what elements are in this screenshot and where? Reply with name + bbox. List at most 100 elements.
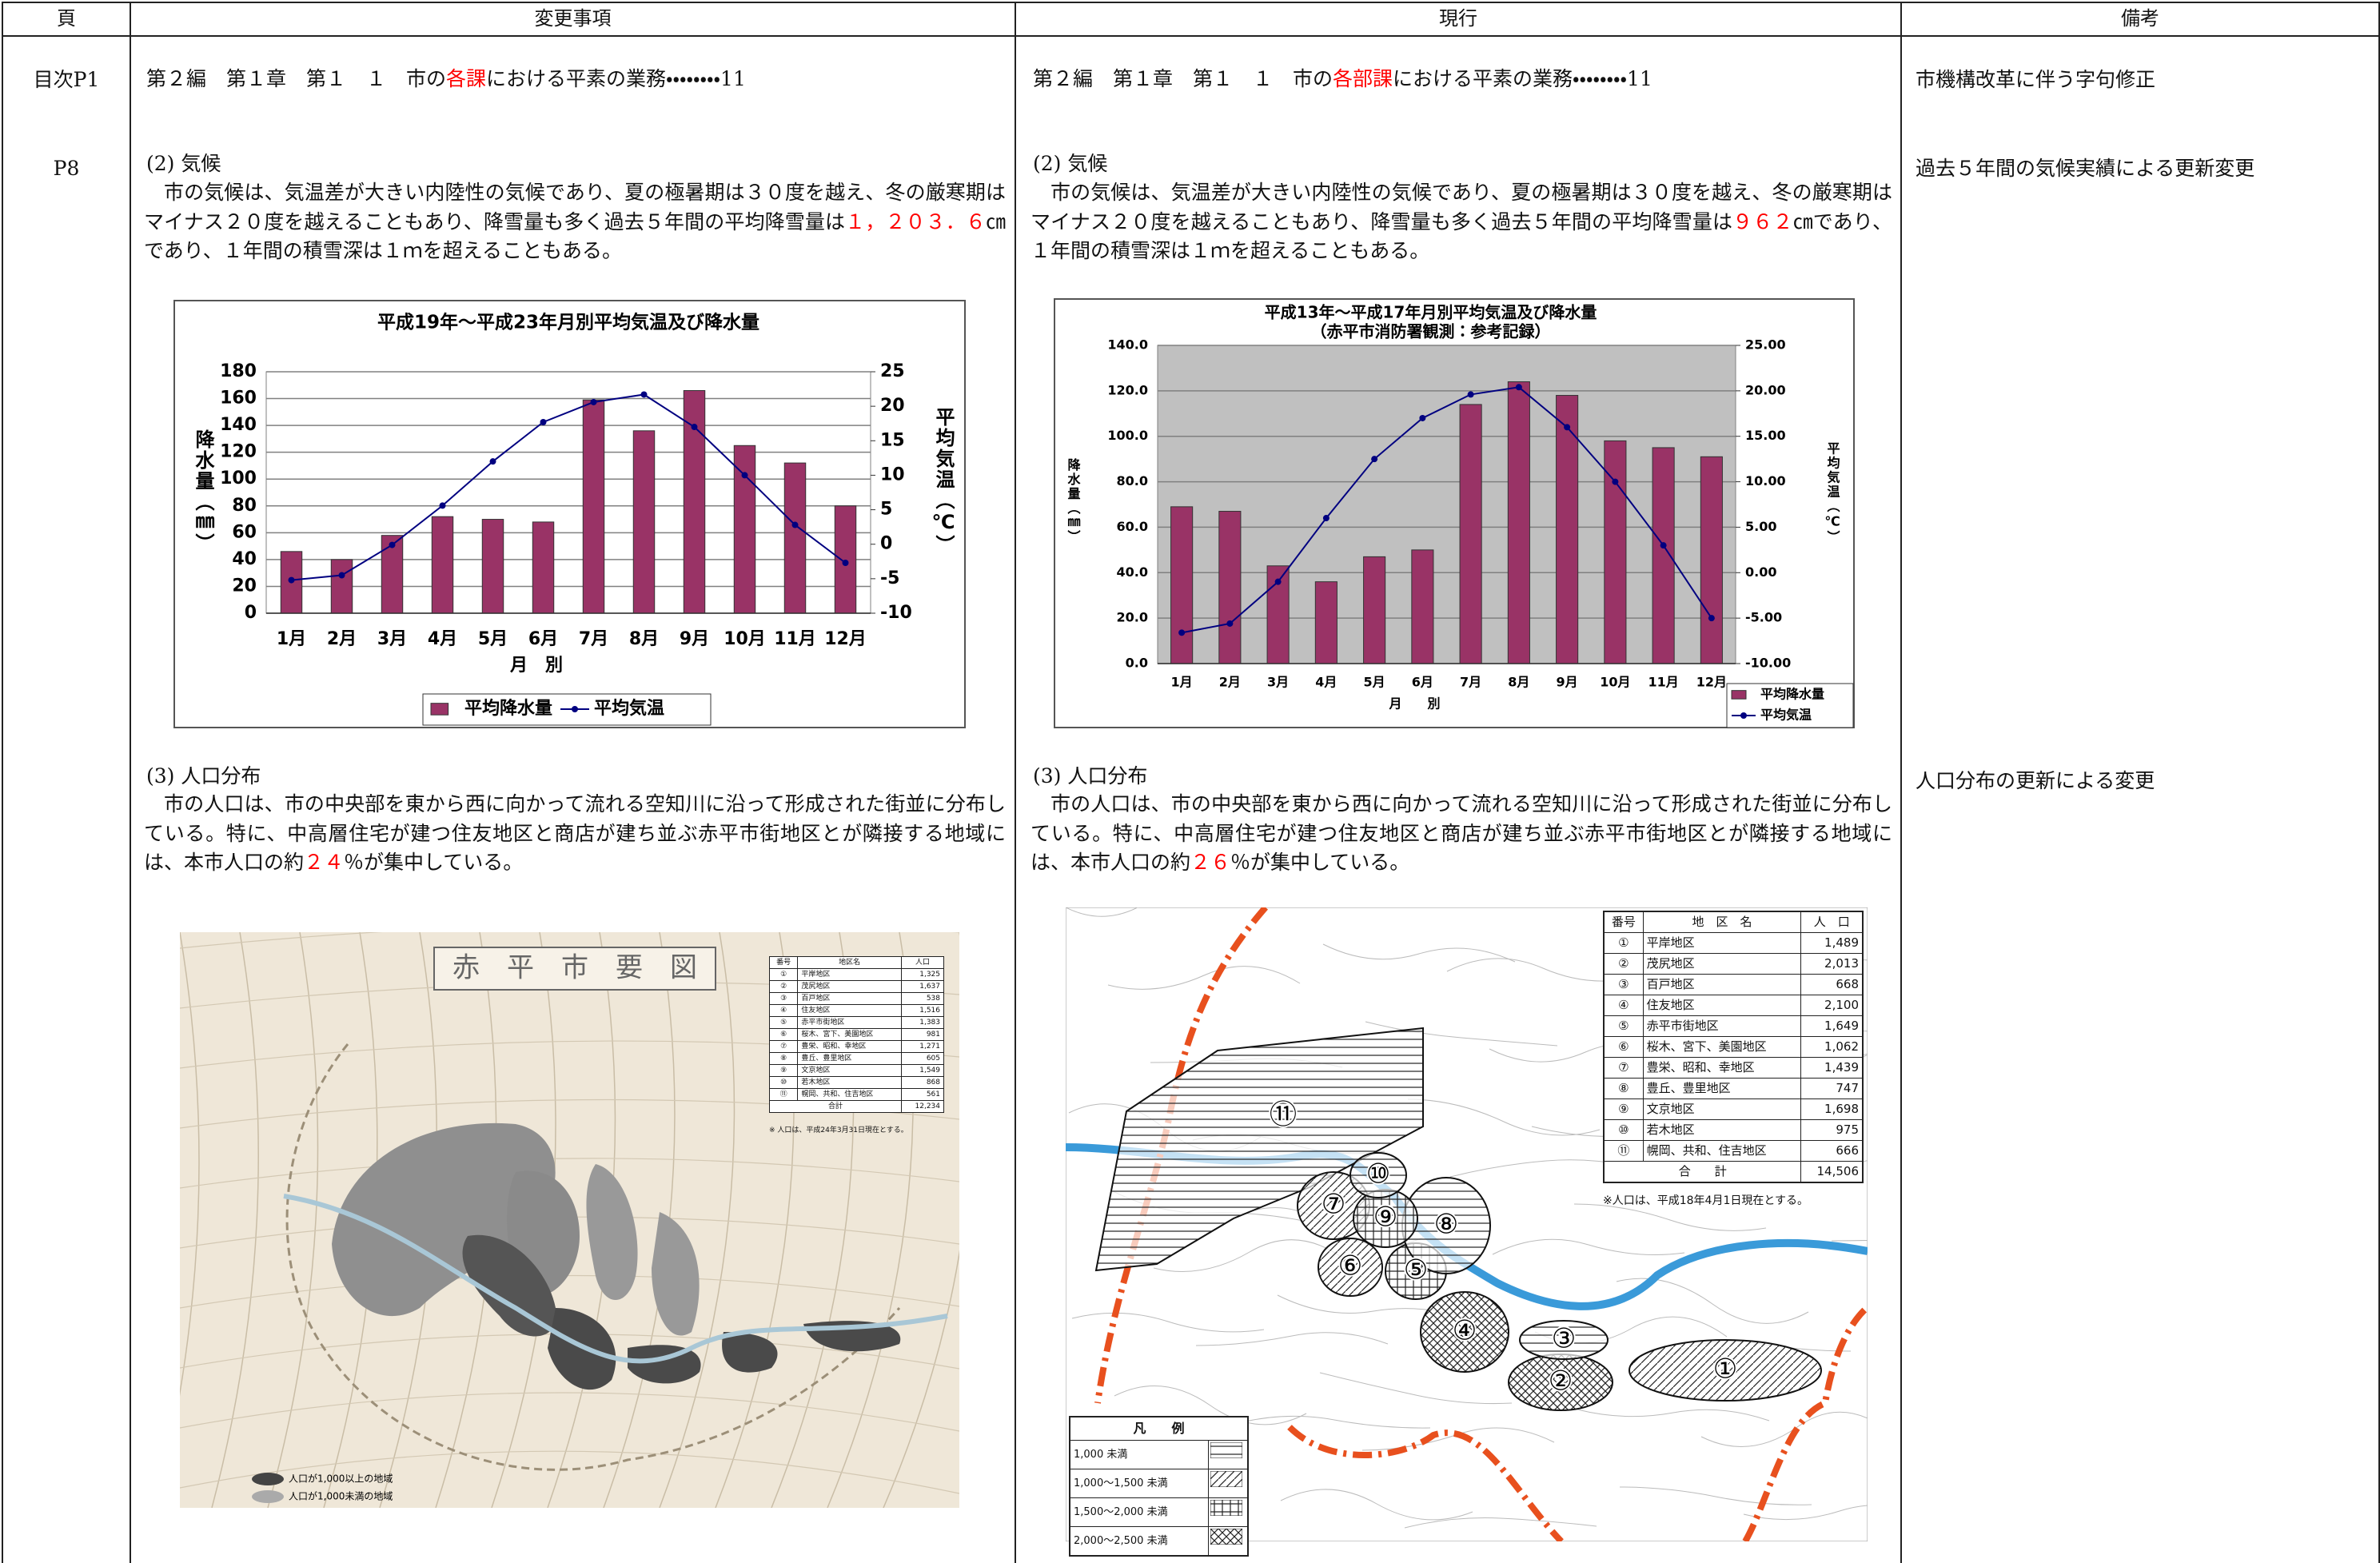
y-tick-label: 80 <box>232 496 257 516</box>
y2-tick-label: 25.00 <box>1745 337 1786 353</box>
y-tick-label: 140.0 <box>1107 337 1148 353</box>
table-cell: 赤平市街地区 <box>1643 1016 1801 1037</box>
text-run: における平素の業務・・・・・・・・11 <box>486 67 746 90</box>
bar <box>734 445 755 613</box>
section-heading: (2) 気候 <box>1033 149 1107 178</box>
x-tick-label: 7月 <box>579 629 608 649</box>
line-marker <box>490 458 496 465</box>
table-cell: 豊栄、昭和、幸地区 <box>798 1041 902 1053</box>
y2-tick-label: -10 <box>880 603 912 623</box>
line-marker <box>1226 620 1233 627</box>
table-cell: ⑦ <box>770 1041 798 1053</box>
text-run: ％が集中している。 <box>1230 851 1409 874</box>
x-tick-label: 1月 <box>277 629 306 649</box>
legend-cell <box>1209 1441 1249 1469</box>
remark: 市機構改革に伴う字句修正 <box>1916 65 2155 94</box>
table-cell: 1,698 <box>1801 1099 1863 1120</box>
table-cell: 若木地区 <box>798 1077 902 1089</box>
table-cell: 番号 <box>770 957 798 969</box>
table-total: 合 計14,506 <box>1604 1162 1863 1183</box>
legend-swatch <box>1732 691 1746 700</box>
table-row: ⑥桜木、宮下、美園地区981 <box>770 1029 944 1041</box>
table-cell: ② <box>770 981 798 993</box>
table-row: ⑧豊丘、豊里地区747 <box>1604 1079 1863 1099</box>
table-cell: 合 計 <box>1604 1162 1801 1183</box>
bar <box>331 560 352 613</box>
table-cell: ① <box>1604 933 1643 954</box>
y2-tick-label: 20.00 <box>1745 382 1786 397</box>
table-cell: 豊丘、豊里地区 <box>1643 1079 1801 1099</box>
table-cell: ⑪ <box>1604 1141 1643 1162</box>
bar <box>1700 457 1722 664</box>
highlighted-text: 各部課 <box>1333 67 1393 90</box>
y-tick-label: 120 <box>220 442 257 462</box>
page-ref: P8 <box>3 154 130 183</box>
table-cell: ⑩ <box>1604 1120 1643 1141</box>
line-marker <box>742 472 748 478</box>
line-marker <box>843 560 849 566</box>
y2-tick-label: 5.00 <box>1745 519 1776 534</box>
legend-swatch <box>1210 1529 1242 1545</box>
district-label: ① <box>1713 1354 1737 1386</box>
table-cell: 561 <box>901 1089 943 1101</box>
table-cell: 14,506 <box>1801 1162 1863 1183</box>
legend-label: 1,000 未満 <box>1070 1441 1209 1469</box>
legend-label: 1,500～2,000 未満 <box>1070 1498 1209 1527</box>
legend-swatch-svg <box>1210 1500 1242 1516</box>
text-run: 第２編 第１章 第１ １ 市の <box>1033 67 1333 90</box>
table-cell: 538 <box>901 993 943 1005</box>
line-marker <box>440 502 446 508</box>
x-tick-label: 4月 <box>1315 675 1337 690</box>
bar <box>583 400 604 613</box>
legend-swatch-svg <box>1210 1529 1242 1545</box>
table-row: ①平岸地区1,325 <box>770 969 944 981</box>
table-row: ⑩若木地区868 <box>770 1077 944 1089</box>
table-cell: ⑥ <box>770 1029 798 1041</box>
line-marker <box>1468 391 1474 397</box>
table-row: ②茂尻地区1,637 <box>770 981 944 993</box>
table-cell: 豊丘、豊里地区 <box>798 1053 902 1065</box>
table-cell: 12,234 <box>901 1101 943 1113</box>
table-row: ⑦豊栄、昭和、幸地区1,271 <box>770 1041 944 1053</box>
table-cell: 666 <box>1801 1141 1863 1162</box>
line-marker <box>289 577 295 584</box>
table-cell: ⑥ <box>1604 1037 1643 1058</box>
bar <box>784 463 805 613</box>
current-text: 市の人口は、市の中央部を東から西に向かって流れる空知川に沿って形成された街並に分… <box>1031 790 1892 878</box>
section-heading: (2) 気候 <box>146 149 221 178</box>
highlighted-text: ２４ <box>304 851 344 874</box>
y2-tick-label: -5 <box>880 568 899 588</box>
legend-cell <box>1209 1527 1249 1557</box>
table-cell: ⑧ <box>1604 1079 1643 1099</box>
table-cell: 1,489 <box>1801 933 1863 954</box>
y-tick-label: 60 <box>232 522 257 542</box>
legend-label: 平均気温 <box>594 698 664 719</box>
table-header: 番号地 区 名人 口 <box>1604 911 1863 933</box>
y-tick-label: 40.0 <box>1117 564 1148 580</box>
y2-tick-label: 10 <box>880 465 905 484</box>
table-border <box>2 2 3 1563</box>
legend-swatch <box>252 1490 284 1503</box>
legend-label: 平均降水量 <box>464 698 552 719</box>
district-label: ⑨ <box>1373 1202 1397 1234</box>
table-cell: ⑦ <box>1604 1058 1643 1079</box>
y2-tick-label: 0 <box>880 534 892 554</box>
table-cell: 1,649 <box>1801 1016 1863 1037</box>
y2-tick-label: -5.00 <box>1745 610 1782 625</box>
map-note: ※ 人口は、平成24年3月31日現在とする。 <box>769 1124 908 1134</box>
y-axis-label: 降水量（㎜） <box>192 429 215 554</box>
table-cell: 百戸地区 <box>1643 975 1801 995</box>
remark: 人口分布の更新による変更 <box>1916 766 2155 795</box>
x-tick-label: 10月 <box>724 629 766 649</box>
table-cell: 番号 <box>1604 911 1643 933</box>
legend-swatch-svg <box>1210 1471 1242 1487</box>
map-title: 赤 平 市 要 図 <box>452 952 697 984</box>
legend-header: 凡 例 <box>1070 1417 1248 1441</box>
line-marker <box>389 542 396 548</box>
plot-area <box>266 372 871 613</box>
table-cell: 住友地区 <box>1643 995 1801 1016</box>
table-cell: 668 <box>1801 975 1863 995</box>
table-cell: 豊栄、昭和、幸地区 <box>1643 1058 1801 1079</box>
